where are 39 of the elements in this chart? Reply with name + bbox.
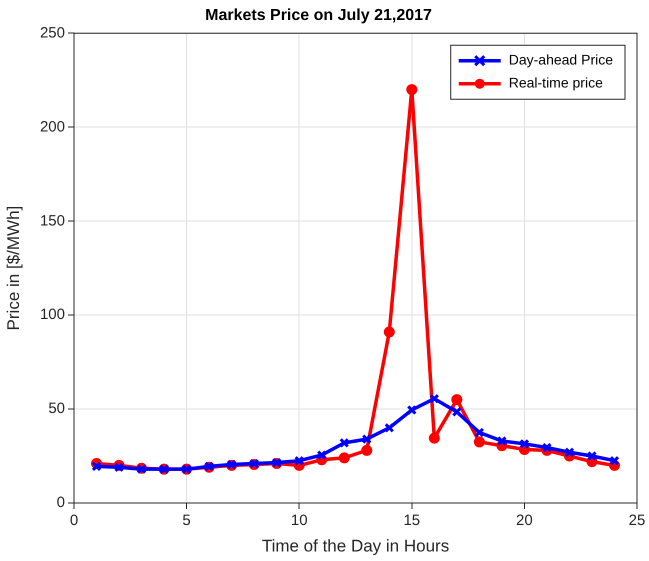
y-axis-title: Price in [$/MWh] — [4, 206, 23, 330]
x-tick-label: 20 — [516, 512, 533, 530]
y-tick-label: 150 — [40, 212, 65, 230]
point — [384, 326, 395, 338]
x-axis-title: Time of the Day in Hours — [262, 536, 450, 556]
x-tick-label: 25 — [628, 512, 646, 530]
point — [586, 450, 597, 462]
legend-label: Day-ahead Price — [508, 52, 614, 68]
point — [339, 438, 350, 448]
point — [338, 452, 350, 464]
point — [316, 450, 327, 460]
point — [361, 444, 372, 456]
chart-title: Markets Price on July 21,2017 — [205, 7, 432, 24]
point — [384, 422, 394, 433]
y-tick-label: 50 — [48, 400, 65, 418]
point — [474, 436, 485, 448]
y-tick-label: 0 — [56, 494, 65, 512]
x-tick-label: 10 — [290, 512, 308, 530]
point — [542, 442, 552, 453]
y-tick-label: 250 — [40, 24, 65, 42]
point — [362, 434, 372, 444]
x-tick-label: 5 — [182, 512, 191, 530]
point — [406, 84, 418, 96]
x-tick-label: 15 — [403, 512, 420, 530]
y-tick-label: 100 — [40, 306, 65, 324]
point — [496, 436, 507, 446]
point — [474, 427, 484, 438]
x-tick-label: 0 — [70, 512, 78, 530]
point — [406, 404, 417, 416]
point — [451, 394, 462, 406]
y-tick-label: 200 — [40, 118, 65, 136]
point — [564, 447, 574, 458]
point — [429, 394, 440, 404]
point — [452, 406, 462, 417]
point — [114, 462, 124, 472]
point — [294, 456, 304, 466]
point — [519, 438, 530, 449]
legend-label: Real-time price — [508, 74, 604, 91]
point — [428, 432, 440, 444]
